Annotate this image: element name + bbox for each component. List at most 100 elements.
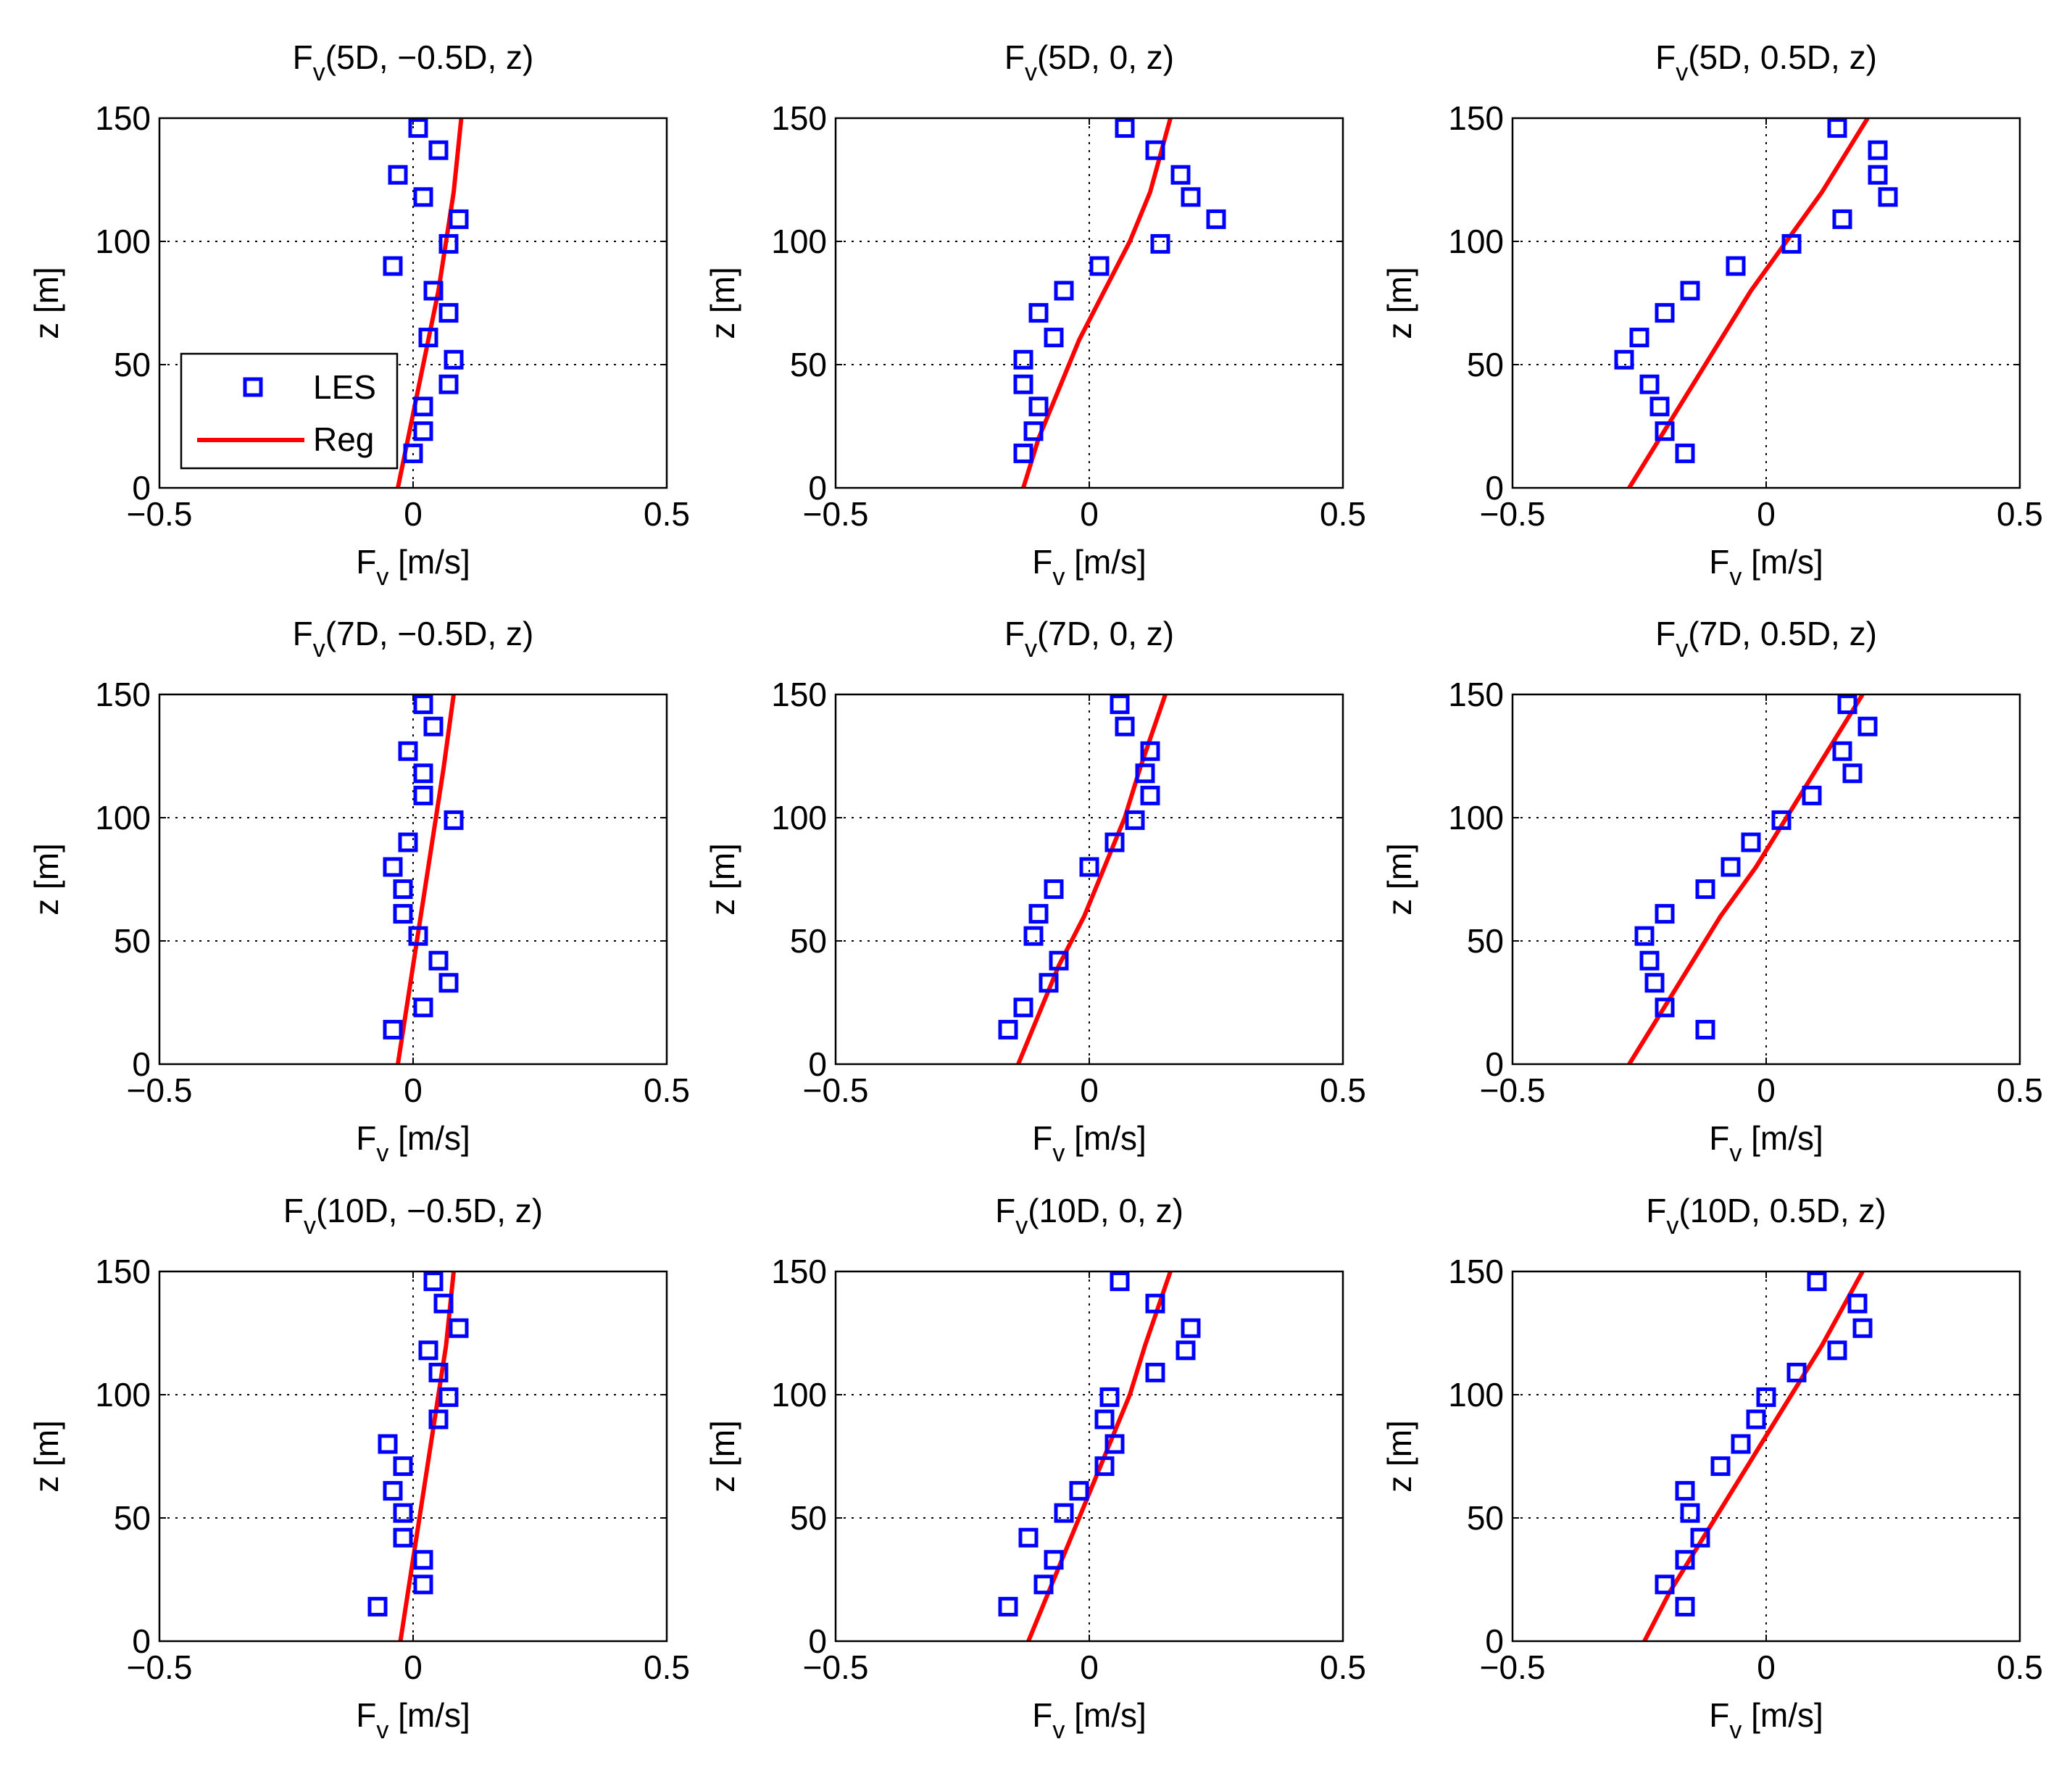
les-point <box>388 165 408 185</box>
legend: LES Reg <box>180 352 399 470</box>
les-point <box>1680 1503 1700 1523</box>
les-point <box>413 785 433 805</box>
les-point <box>1013 349 1033 370</box>
les-point <box>1181 1318 1201 1338</box>
x-tick-label: 0 <box>1757 1648 1776 1686</box>
x-tick-label: −0.5 <box>1480 1071 1546 1109</box>
les-point <box>1206 209 1226 229</box>
x-tick-label: −0.5 <box>127 1071 193 1109</box>
y-tick-label: 0 <box>1485 1045 1504 1083</box>
reg-line <box>398 1271 456 1641</box>
les-point <box>1649 397 1670 417</box>
les-point <box>1023 926 1044 946</box>
les-point <box>1044 879 1064 900</box>
y-tick-label: 150 <box>95 99 151 137</box>
y-axis-label: z [m] <box>28 267 65 339</box>
les-point <box>1675 1596 1695 1617</box>
les-point <box>1170 165 1191 185</box>
les-point <box>438 233 459 254</box>
les-point <box>1054 281 1074 301</box>
les-point <box>1675 1550 1695 1570</box>
x-axis-label: Fv [m/s] <box>1709 1696 1823 1744</box>
panel-title: Fv(5D, 0, z) <box>1004 38 1174 86</box>
legend-box <box>180 352 399 470</box>
les-point <box>1013 997 1033 1018</box>
les-point <box>1710 1456 1731 1477</box>
y-tick-label: 0 <box>132 1622 151 1660</box>
x-tick-label: 0.5 <box>1997 1648 2043 1686</box>
les-point <box>1079 857 1099 877</box>
y-tick-label: 50 <box>1467 922 1504 960</box>
x-tick-label: 0 <box>1080 1071 1099 1109</box>
x-tick-label: 0.5 <box>644 1071 690 1109</box>
y-tick-label: 150 <box>771 1253 827 1290</box>
y-tick-label: 50 <box>790 922 827 960</box>
les-point <box>1181 187 1201 207</box>
les-point <box>1680 281 1700 301</box>
les-point <box>1842 763 1863 784</box>
les-point <box>1145 140 1165 160</box>
les-point <box>998 1019 1018 1040</box>
y-tick-label: 150 <box>1448 1253 1504 1290</box>
les-point <box>1741 832 1761 852</box>
y-tick-label: 150 <box>95 1253 151 1290</box>
les-point <box>1145 1362 1165 1382</box>
les-point <box>1852 1318 1873 1338</box>
y-tick-label: 0 <box>808 469 827 507</box>
x-tick-label: −0.5 <box>803 1648 869 1686</box>
y-axis-label: z [m] <box>704 1420 741 1493</box>
axes-frame <box>834 693 1344 1066</box>
les-point <box>438 1387 459 1407</box>
les-point <box>1634 926 1655 946</box>
y-tick-label: 100 <box>1448 1376 1504 1414</box>
les-point <box>1857 716 1878 736</box>
reg-line <box>396 118 464 488</box>
les-point <box>393 1456 413 1477</box>
les-point <box>1868 140 1888 160</box>
les-point <box>1695 879 1715 900</box>
les-point <box>433 1293 454 1314</box>
les-point <box>998 1596 1018 1617</box>
les-point <box>1049 950 1069 971</box>
panel-title: Fv(7D, 0, z) <box>1004 615 1174 663</box>
les-point <box>367 1596 388 1617</box>
les-point <box>1832 741 1852 761</box>
les-point <box>428 140 449 160</box>
les-point <box>1104 1434 1125 1454</box>
les-point <box>398 832 418 852</box>
y-tick-label: 100 <box>95 223 151 260</box>
les-point <box>1721 857 1741 877</box>
y-tick-label: 0 <box>1485 1622 1504 1660</box>
les-point <box>383 1481 403 1501</box>
y-tick-label: 0 <box>808 1622 827 1660</box>
axes-frame <box>834 1270 1344 1643</box>
les-point <box>1028 397 1049 417</box>
les-point <box>1135 763 1155 784</box>
les-point <box>1110 1271 1130 1292</box>
axes-frame <box>158 693 668 1066</box>
les-point <box>1655 303 1675 323</box>
les-point <box>1054 1503 1074 1523</box>
x-axis-label: Fv [m/s] <box>1032 1696 1147 1744</box>
x-tick-label: 0 <box>1757 1071 1776 1109</box>
y-axis-label: z [m] <box>28 843 65 916</box>
axes-frame <box>158 117 668 489</box>
les-point <box>1675 1481 1695 1501</box>
les-point <box>1115 118 1135 138</box>
les-point <box>1028 303 1049 323</box>
les-point <box>1140 785 1160 805</box>
panel-title: Fv(5D, 0.5D, z) <box>1655 38 1877 86</box>
x-tick-label: −0.5 <box>127 1648 193 1686</box>
les-point <box>1832 209 1852 229</box>
les-point <box>1089 256 1110 276</box>
les-point <box>1675 443 1695 463</box>
x-tick-label: 0.5 <box>1997 495 2043 533</box>
les-point <box>444 810 464 830</box>
les-point <box>393 904 413 924</box>
